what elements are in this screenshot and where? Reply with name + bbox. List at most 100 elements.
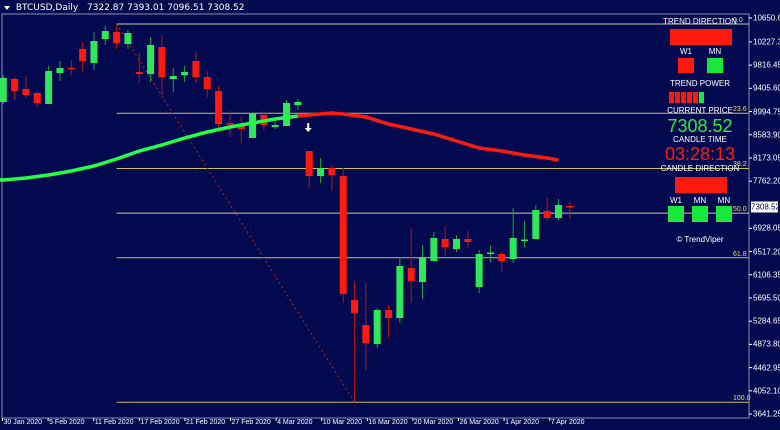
candle-body — [566, 206, 574, 208]
trend-power-segment — [693, 92, 698, 103]
candle-body — [328, 168, 336, 175]
candle-body — [475, 254, 483, 288]
candle-body — [543, 211, 551, 219]
fib-level-label: 50.0 — [733, 206, 747, 214]
price-axis-label: 7762.20 — [753, 176, 780, 186]
candle-body — [33, 93, 41, 104]
fib-level-label: 61.8 — [733, 250, 747, 258]
candle-body — [283, 103, 291, 127]
candle-body — [520, 239, 528, 242]
cd-label-mn-2: MN — [717, 196, 731, 205]
price-axis-label: 9405.60 — [753, 83, 780, 93]
dropdown-triangle-icon[interactable] — [4, 5, 10, 10]
candle-direction-title: CANDLE DIRECTION — [660, 164, 740, 173]
candle-body — [419, 257, 427, 283]
trend-power-label: TREND POWER — [670, 79, 730, 88]
candle-body — [249, 113, 257, 138]
current-price-title: CURRENT PRICE — [667, 106, 733, 115]
candle-direction-mn-2 — [716, 206, 732, 222]
trend-power-segment — [699, 92, 704, 103]
candle-body — [362, 324, 370, 344]
candle-time-value: 03:28:13 — [664, 144, 736, 164]
trend-power-segment — [681, 92, 686, 103]
candle-body — [181, 71, 189, 76]
time-axis-label: 27 Feb 2020 — [231, 419, 271, 426]
trend-direction-bar — [670, 29, 732, 45]
trend-power-segment — [675, 92, 680, 103]
candle-body — [0, 78, 7, 102]
candle-body — [135, 71, 143, 75]
trend-direction-label: TREND DIRECTION — [663, 17, 737, 26]
candle-body — [464, 239, 472, 242]
candle-body — [215, 91, 223, 125]
candle-body — [271, 124, 279, 128]
time-axis-label: 17 Feb 2020 — [140, 419, 180, 426]
candle-body — [339, 176, 347, 295]
trend-w1-indicator — [678, 58, 694, 73]
time-axis-label: 20 Mar 2020 — [413, 419, 454, 426]
candle-body — [237, 126, 245, 129]
candle-body — [305, 151, 313, 177]
candle-body — [124, 33, 132, 45]
candle-body — [373, 310, 381, 345]
chart-frame — [1, 13, 750, 419]
candle-body — [498, 254, 506, 262]
candle-body — [101, 31, 109, 39]
ohlc-readout: 7322.87 7393.01 7096.51 7308.52 — [87, 3, 245, 13]
cd-label-mn-1: MN — [693, 196, 707, 205]
price-axis-label: 4052.10 — [753, 386, 780, 396]
price-axis-label: 6928.05 — [753, 223, 780, 233]
moving-average-rising — [0, 114, 299, 182]
candle-body — [45, 71, 53, 105]
candle-body — [430, 238, 438, 262]
candle-body — [79, 48, 87, 62]
candle-time-title: CANDLE TIME — [673, 135, 727, 144]
price-axis-label: 5695.50 — [753, 293, 780, 303]
time-axis-label: 16 Mar 2020 — [368, 419, 408, 426]
candle-body — [67, 67, 75, 70]
candle-body — [11, 78, 19, 92]
candle-body — [158, 47, 166, 78]
candle-body — [509, 238, 517, 260]
candle-body — [441, 239, 449, 248]
time-axis-label: 4 Mar 2020 — [277, 419, 313, 426]
candle-body — [396, 266, 404, 319]
candle-direction-bar — [675, 177, 727, 193]
candle-body — [554, 205, 562, 219]
candle-direction-w1 — [668, 206, 684, 222]
candle-body — [351, 300, 359, 314]
candle-body — [147, 44, 155, 75]
candle-body — [317, 168, 325, 177]
candle-direction-mn-1 — [692, 206, 708, 222]
price-axis-label: 8583.90 — [753, 130, 780, 140]
down-arrow-signal-icon — [304, 123, 312, 132]
candle-body — [22, 88, 30, 95]
cd-label-w1: W1 — [670, 196, 682, 205]
candle-body — [169, 76, 177, 79]
price-axis-label: 10227.30 — [753, 37, 780, 47]
fib-level-label: 38.2 — [733, 161, 747, 169]
price-axis-label: 8173.05 — [753, 153, 780, 163]
trend-power-segment — [669, 92, 674, 103]
candle-body — [226, 123, 234, 125]
trend-power-meter — [669, 92, 704, 103]
candle-body — [294, 101, 302, 105]
candle-body — [385, 310, 393, 319]
price-axis-label: 10650.60 — [753, 13, 780, 23]
time-axis-label: 7 Apr 2020 — [550, 419, 585, 426]
fib-level-label: 0.0 — [733, 17, 743, 25]
trend-mn-indicator — [707, 58, 723, 73]
time-axis-label: 21 Feb 2020 — [185, 419, 226, 426]
time-axis-label: 10 Mar 2020 — [322, 419, 362, 426]
candle-body — [203, 77, 211, 89]
price-axis-label: 4462.95 — [753, 363, 780, 373]
price-axis-label: 4873.80 — [753, 339, 780, 349]
candle-body — [56, 68, 64, 74]
candle-body — [90, 41, 98, 64]
time-axis-label: 30 Jan 2020 — [3, 419, 43, 426]
time-axis-label: 11 Feb 2020 — [94, 419, 134, 426]
current-price-value: 7308.52 — [667, 116, 733, 136]
tf-label-w1: W1 — [680, 47, 692, 56]
